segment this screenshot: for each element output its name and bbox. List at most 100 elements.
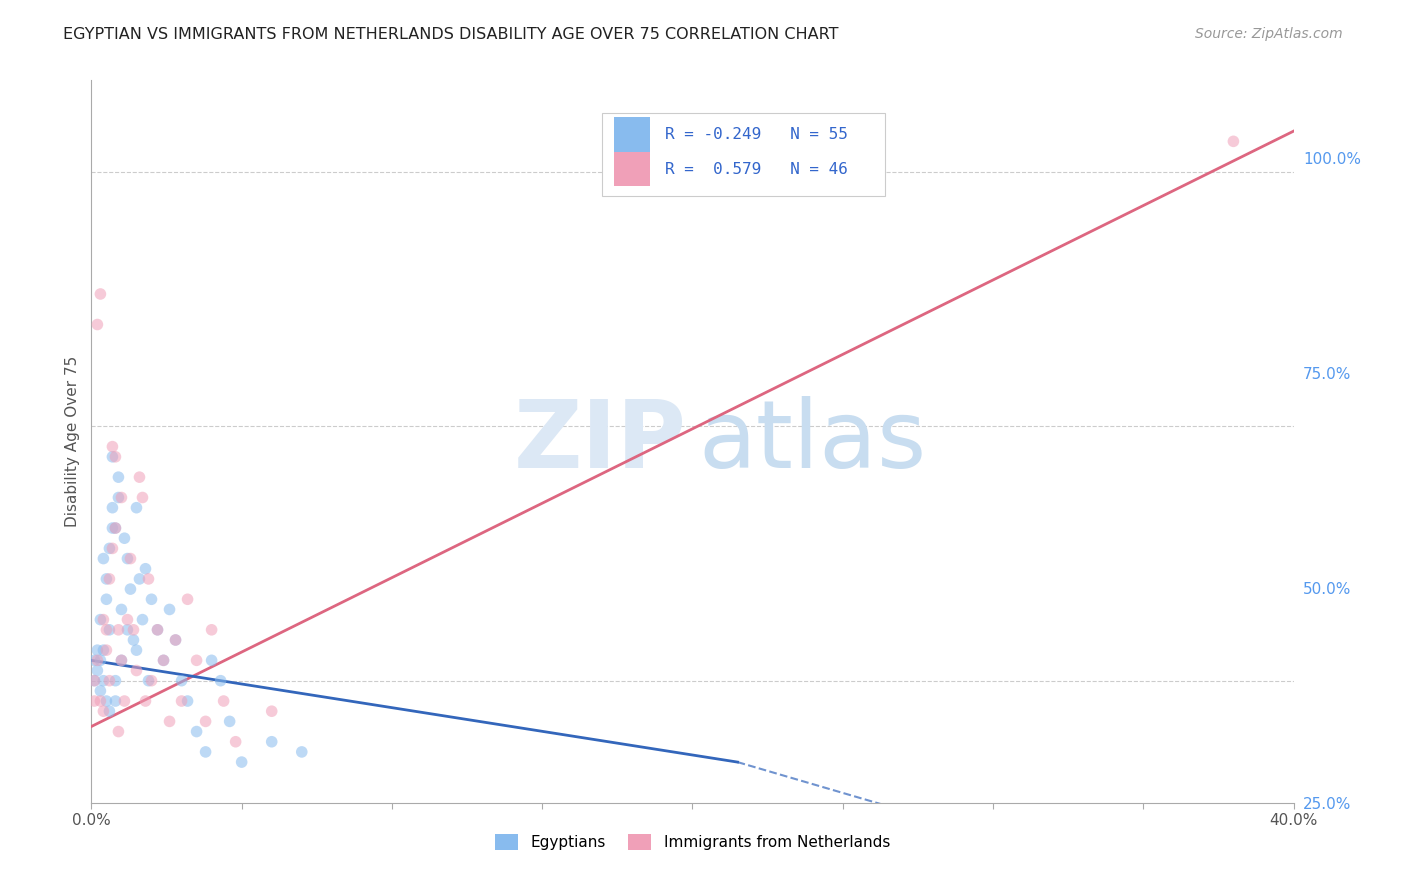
- Point: [107, 724, 129, 739]
- Point: [89, 613, 111, 627]
- Point: [152, 653, 174, 667]
- Point: [101, 521, 124, 535]
- Point: [107, 623, 129, 637]
- Point: [231, 755, 253, 769]
- Text: EGYPTIAN VS IMMIGRANTS FROM NETHERLANDS DISABILITY AGE OVER 75 CORRELATION CHART: EGYPTIAN VS IMMIGRANTS FROM NETHERLANDS …: [63, 27, 839, 42]
- Point: [110, 653, 132, 667]
- Point: [141, 673, 163, 688]
- Point: [98, 673, 121, 688]
- Point: [138, 673, 160, 688]
- Point: [146, 623, 169, 637]
- Point: [89, 287, 111, 301]
- Point: [93, 643, 115, 657]
- Point: [212, 694, 235, 708]
- Legend: Egyptians, Immigrants from Netherlands: Egyptians, Immigrants from Netherlands: [489, 829, 896, 856]
- Point: [96, 572, 118, 586]
- Point: [98, 704, 121, 718]
- Point: [96, 623, 118, 637]
- Point: [104, 694, 127, 708]
- Point: [86, 318, 108, 332]
- Point: [131, 491, 153, 505]
- Point: [110, 602, 132, 616]
- Point: [104, 521, 127, 535]
- Point: [110, 491, 132, 505]
- Point: [83, 673, 105, 688]
- Point: [225, 735, 247, 749]
- Point: [93, 704, 115, 718]
- Point: [120, 551, 142, 566]
- Point: [1222, 134, 1244, 148]
- Text: R =  0.579   N = 46: R = 0.579 N = 46: [665, 161, 848, 177]
- Point: [104, 673, 127, 688]
- Point: [194, 714, 217, 729]
- Point: [122, 632, 145, 647]
- Point: [93, 551, 115, 566]
- Point: [89, 653, 111, 667]
- Point: [98, 541, 121, 556]
- Point: [246, 856, 269, 871]
- FancyBboxPatch shape: [614, 152, 651, 186]
- Point: [128, 572, 150, 586]
- Point: [146, 623, 169, 637]
- Point: [134, 694, 156, 708]
- Point: [86, 653, 108, 667]
- Point: [114, 531, 136, 545]
- Point: [86, 664, 108, 678]
- Point: [260, 704, 283, 718]
- Point: [131, 613, 153, 627]
- Point: [159, 602, 181, 616]
- Point: [117, 623, 139, 637]
- Point: [276, 856, 298, 871]
- Point: [107, 470, 129, 484]
- Point: [93, 673, 115, 688]
- Point: [176, 694, 198, 708]
- Y-axis label: Disability Age Over 75: Disability Age Over 75: [65, 356, 80, 527]
- Point: [96, 643, 118, 657]
- Point: [194, 745, 217, 759]
- Point: [117, 613, 139, 627]
- Point: [165, 632, 187, 647]
- Point: [201, 653, 224, 667]
- Point: [93, 613, 115, 627]
- Point: [110, 653, 132, 667]
- Point: [86, 643, 108, 657]
- Point: [291, 745, 314, 759]
- Point: [117, 551, 139, 566]
- Point: [83, 673, 105, 688]
- Point: [159, 714, 181, 729]
- Point: [98, 623, 121, 637]
- Text: ZIP: ZIP: [513, 395, 686, 488]
- Point: [104, 521, 127, 535]
- Point: [176, 592, 198, 607]
- Point: [218, 714, 240, 729]
- Point: [134, 562, 156, 576]
- Point: [89, 694, 111, 708]
- Point: [120, 582, 142, 596]
- Point: [170, 694, 193, 708]
- Point: [104, 450, 127, 464]
- Point: [96, 592, 118, 607]
- Point: [138, 572, 160, 586]
- Point: [201, 623, 224, 637]
- Point: [186, 653, 208, 667]
- Point: [209, 673, 232, 688]
- Point: [101, 440, 124, 454]
- Point: [101, 450, 124, 464]
- Point: [125, 664, 148, 678]
- Text: atlas: atlas: [699, 395, 927, 488]
- Point: [186, 724, 208, 739]
- Point: [125, 643, 148, 657]
- Point: [114, 694, 136, 708]
- Text: Source: ZipAtlas.com: Source: ZipAtlas.com: [1195, 27, 1343, 41]
- Point: [89, 684, 111, 698]
- Point: [122, 623, 145, 637]
- Point: [170, 673, 193, 688]
- Point: [128, 470, 150, 484]
- Point: [260, 735, 283, 749]
- Point: [107, 491, 129, 505]
- FancyBboxPatch shape: [614, 117, 651, 152]
- Point: [98, 572, 121, 586]
- Point: [96, 694, 118, 708]
- Point: [125, 500, 148, 515]
- Text: R = -0.249   N = 55: R = -0.249 N = 55: [665, 127, 848, 142]
